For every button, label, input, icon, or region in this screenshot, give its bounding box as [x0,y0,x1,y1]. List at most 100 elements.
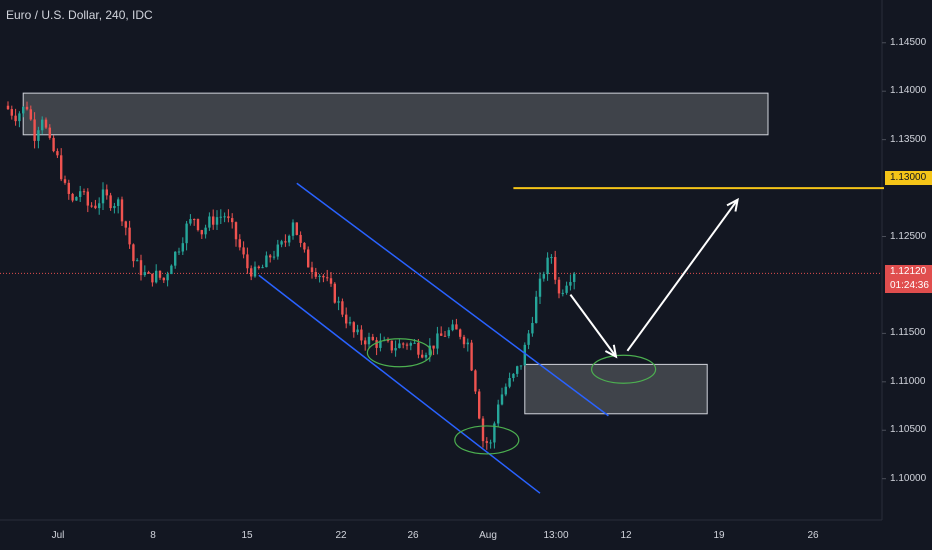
candle-body [196,219,200,231]
candle-body [10,109,13,116]
candle-body [531,322,534,334]
projection-arrow-head [604,344,618,359]
candle-body [71,193,74,201]
x-tick-label: 26 [807,530,819,541]
candle-body [109,195,112,209]
candle-body [280,241,283,245]
candle-body [504,386,507,395]
candle-body [303,242,306,250]
candle-body [177,251,181,253]
candle-body [538,278,542,297]
candle-body [436,333,439,349]
candle-body [322,275,325,278]
candle-body [527,333,530,345]
candle-body [333,283,336,303]
x-tick-label: Jul [51,530,65,541]
candle-body [223,216,226,218]
y-tick-label: 1.11500 [890,327,926,339]
candle-body [535,296,538,323]
last-price-tag: 1.12120 [885,265,932,279]
candle-body [227,216,230,219]
candle-body [155,270,158,283]
candle-body [337,301,340,303]
candle-body [508,378,511,387]
candle-body [573,273,576,282]
candle-body [250,268,253,277]
candle-body [261,267,264,269]
candle-body [546,257,549,275]
candle-body [364,340,367,345]
x-tick-label: 8 [150,530,156,541]
candle-body [470,342,473,371]
candle-body [326,277,329,279]
candle-body [402,343,405,345]
target-level-tag: 1.13000 [885,171,932,185]
candle-body [443,335,447,337]
candle-body [238,239,241,248]
candle-body [90,205,93,207]
x-tick-label: 15 [241,530,253,541]
candle-body [345,314,348,324]
chart-title: Euro / U.S. Dollar, 240, IDC [6,8,153,22]
candle-body [67,182,70,194]
swing-low-ellipse [590,354,657,384]
candle-body [295,222,298,235]
candle-body [44,119,48,128]
candle-body [208,216,211,228]
candle-body [158,270,162,278]
candle-body [181,243,184,252]
candle-body [462,336,466,345]
y-tick-label: 1.12500 [890,230,927,242]
candle-body [272,256,276,258]
candle-body [215,217,219,225]
candle-body [474,370,477,392]
candle-body [516,366,519,374]
demand-zone [524,363,708,415]
candle-body [379,340,382,348]
x-tick-label: 12 [620,530,632,541]
candle-body [455,324,458,330]
candle-body [386,340,390,342]
candle-body [98,203,101,209]
x-tick-label: 22 [335,530,347,541]
candle-body [162,277,165,281]
candle-body [128,227,131,245]
candle-body [405,344,409,346]
candle-body [52,137,55,152]
candle-body [193,219,196,221]
candle-body [33,119,36,141]
candle-body [151,273,154,283]
candle-body [557,279,561,294]
candle-body [550,257,553,259]
candle-body [348,322,352,324]
candle-body [284,241,287,243]
candle-body [56,151,59,156]
candle-body [512,373,515,379]
candle-body [79,191,82,197]
candle-body [6,105,10,110]
candle-body [219,216,222,218]
candle-body [398,343,401,349]
candle-body [542,274,545,279]
candle-body [451,324,454,331]
y-tick-label: 1.14500 [890,36,927,48]
candle-body [82,191,86,193]
candle-body [253,266,257,277]
candle-body [246,254,249,269]
candle-body [569,281,572,286]
candle-body [29,109,32,120]
candle-body [307,249,310,268]
candle-body [288,235,291,243]
y-tick-label: 1.10500 [890,424,927,436]
candle-body [493,423,496,443]
swing-low-ellipse [454,425,520,455]
candle-body [101,189,105,204]
candle-body [367,336,371,345]
candle-body [352,322,355,333]
candle-body [22,106,25,114]
candle-body [48,127,51,138]
candle-body [185,223,188,244]
candle-body [417,342,420,355]
